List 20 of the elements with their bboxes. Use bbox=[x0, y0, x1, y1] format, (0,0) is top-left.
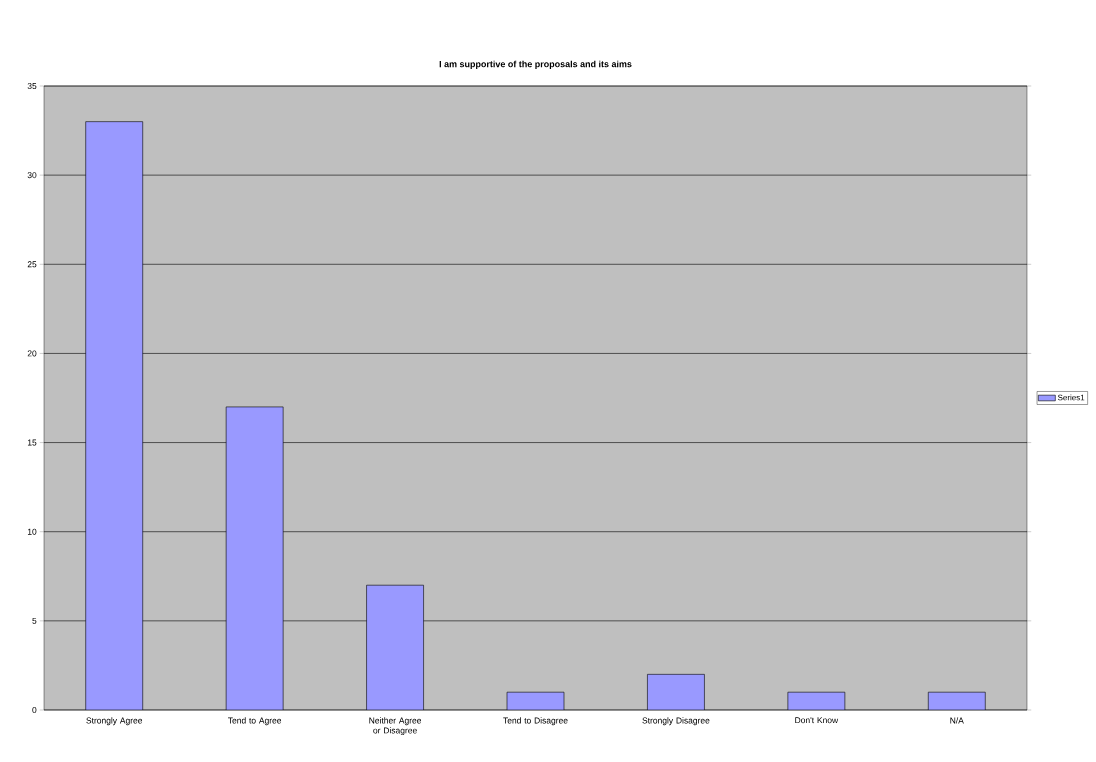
x-tick-label: Don't Know bbox=[795, 717, 839, 724]
y-tick-label: 15 bbox=[27, 439, 37, 446]
x-tick-label: Tend to Agree bbox=[228, 717, 282, 726]
x-tick-label: Neither Agree or Disagree bbox=[369, 717, 422, 736]
x-tick-label: N/A bbox=[950, 717, 964, 724]
y-tick-label: 35 bbox=[27, 83, 37, 89]
bar bbox=[85, 121, 144, 710]
y-tick-label: 5 bbox=[32, 617, 37, 624]
chart-title: I am supportive of the proposals and its aims bbox=[439, 60, 632, 69]
bar bbox=[647, 674, 705, 710]
y-tick-label: 20 bbox=[27, 350, 37, 357]
x-tick-label: Strongly Disagree bbox=[642, 717, 710, 726]
x-tick-label: Strongly Agree bbox=[86, 717, 143, 726]
bar bbox=[225, 406, 284, 710]
bar bbox=[366, 584, 424, 710]
y-tick-label: 30 bbox=[27, 172, 37, 179]
y-tick-label: 0 bbox=[32, 707, 37, 713]
x-tick-label: Tend to Disagree bbox=[503, 717, 568, 726]
y-tick-label: 10 bbox=[27, 528, 37, 535]
y-tick-label: 25 bbox=[27, 261, 37, 268]
